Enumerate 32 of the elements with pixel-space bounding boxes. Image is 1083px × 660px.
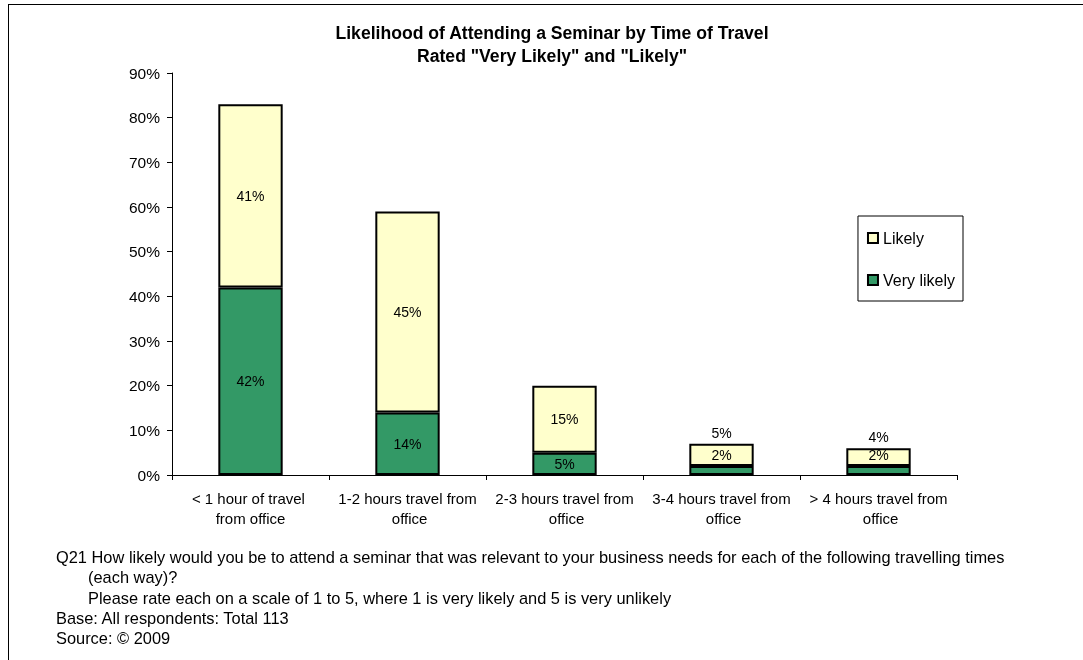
data-label: 42%: [236, 373, 265, 390]
y-tick-label: 40%: [128, 287, 161, 305]
data-label: 41%: [236, 187, 265, 204]
y-tick-label: 20%: [128, 377, 161, 395]
data-label: 5%: [554, 455, 575, 472]
data-label: 2%: [711, 447, 732, 464]
data-label: 45%: [393, 303, 422, 320]
legend-label: Very likely: [882, 271, 956, 289]
y-tick-label: 0%: [137, 466, 161, 484]
y-tick-label: 10%: [128, 421, 161, 439]
source-note: Source: © 2009: [56, 628, 172, 649]
x-tick-label: 3-4 hours travel from office: [652, 489, 791, 527]
text: Base: All respondents: Total 113: [56, 607, 290, 628]
x-tick-label: 1-2 hours travel from office: [338, 489, 477, 527]
chart-subtitle: Rated "Very Likely" and "Likely": [416, 46, 688, 66]
data-label: 4%: [868, 429, 889, 446]
legend-label: Likely: [882, 229, 924, 247]
y-tick-label: 60%: [128, 198, 161, 216]
data-label: 5%: [711, 424, 732, 441]
text: Q21 How likely would you be to attend a seminar that was relevant to your business needs for each of the following travelling times (each way)? Please rate each on a scale of 1 to 5, where 1 is very likely and 5 is very unlikely: [56, 547, 1006, 608]
data-label: 14%: [393, 435, 422, 452]
y-tick-label: 80%: [128, 109, 161, 127]
chart-title: Likelihood of Attending a Seminar by Time of Travel: [335, 23, 769, 43]
data-label: 15%: [550, 411, 579, 428]
y-tick-label: 30%: [128, 332, 161, 350]
x-tick-label: < 1 hour of travel from office: [191, 489, 310, 527]
y-tick-label: 90%: [128, 64, 161, 82]
data-label: 2%: [868, 447, 889, 464]
y-tick-label: 50%: [128, 243, 161, 261]
x-tick-label: > 4 hours travel from office: [809, 489, 948, 527]
y-tick-label: 70%: [128, 153, 161, 171]
x-tick-label: 2-3 hours travel from office: [495, 489, 634, 527]
